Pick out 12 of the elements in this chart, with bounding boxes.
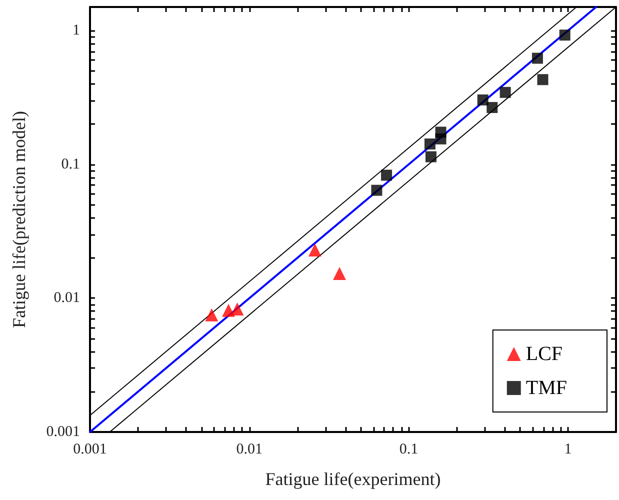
y-tick-label: 0.01	[54, 290, 80, 306]
x-axis-title: Fatigue life(experiment)	[265, 469, 441, 489]
y-axis-title: Fatigue life(prediction model)	[9, 111, 29, 328]
y-tick-label: 0.001	[46, 424, 80, 440]
legend-label: TMF	[526, 377, 567, 399]
y-tick-label: 0.1	[61, 156, 80, 172]
x-tick-label: 0.1	[399, 442, 418, 458]
x-tick-label: 0.001	[73, 442, 107, 458]
y-tick-label: 1	[72, 22, 80, 39]
x-tick-label: 1	[564, 442, 572, 458]
legend-label: LCF	[526, 343, 563, 365]
x-tick-label: 0.01	[236, 442, 262, 458]
